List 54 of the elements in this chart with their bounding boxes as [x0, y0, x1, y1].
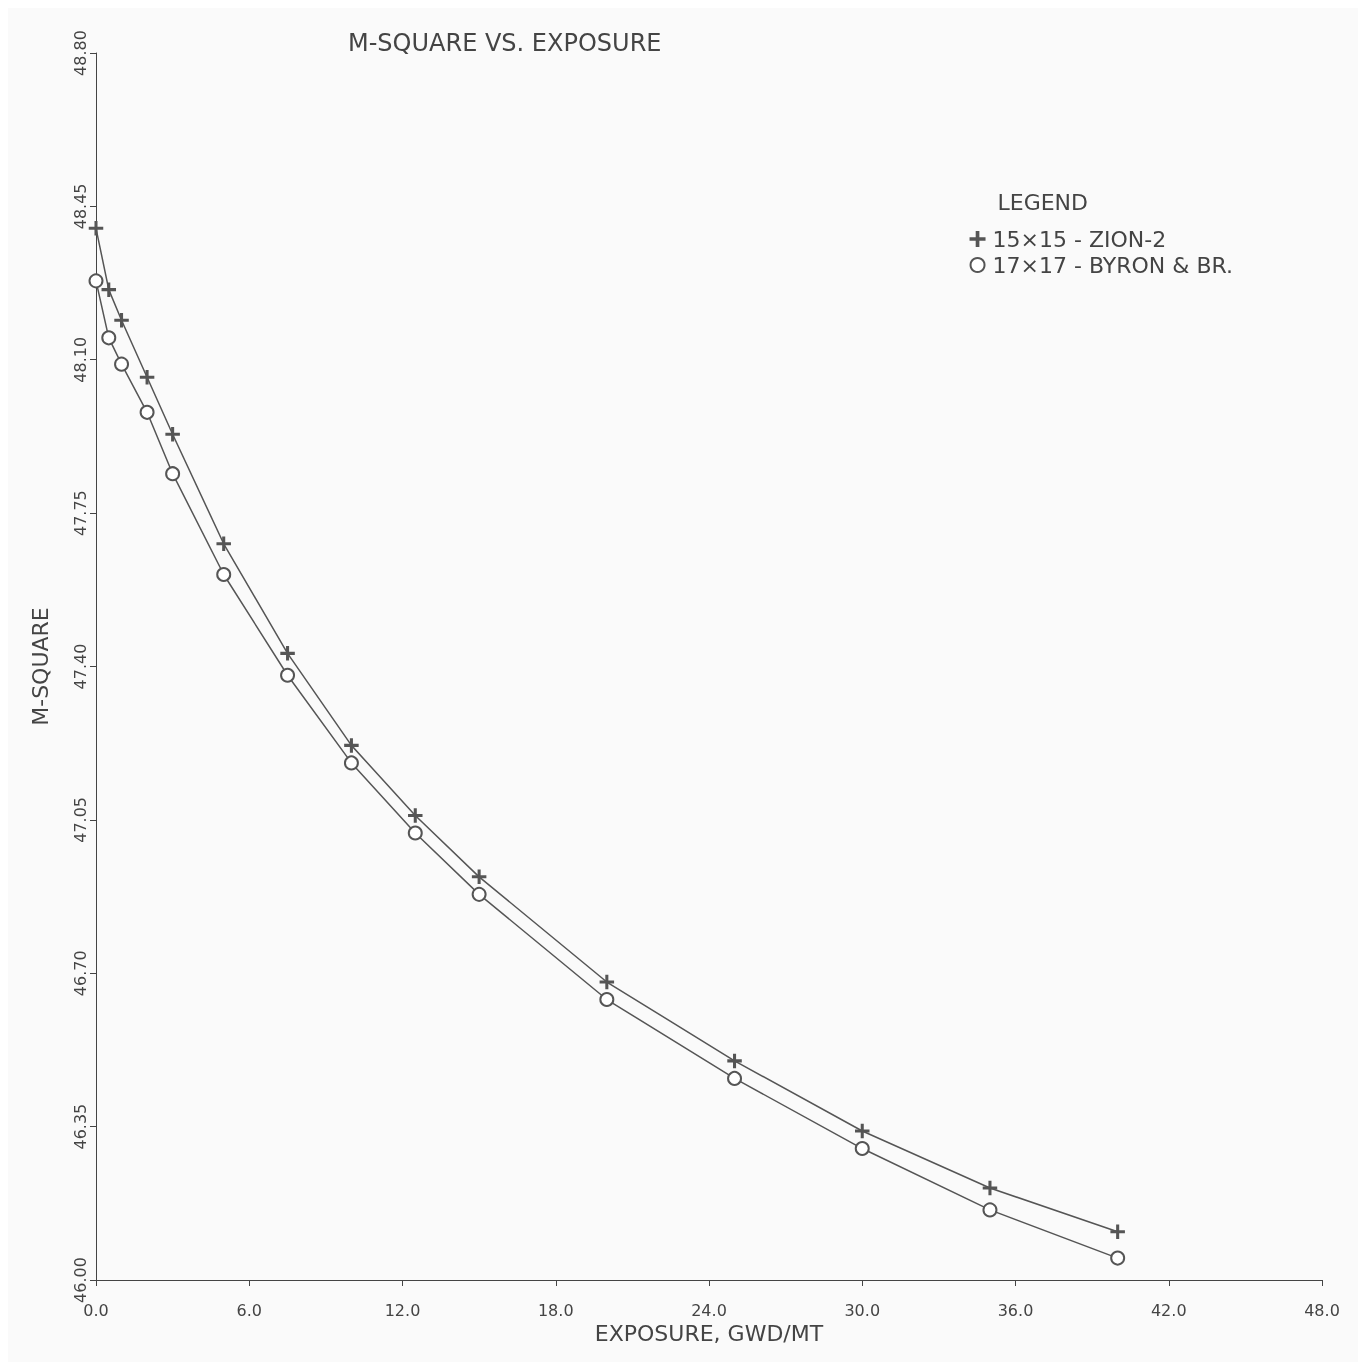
y-tick-label: 47.40 [70, 643, 90, 690]
x-tick-label: 12.0 [384, 1300, 421, 1320]
point [88, 221, 104, 236]
point [114, 356, 130, 372]
point [407, 825, 423, 841]
point [1110, 1250, 1126, 1266]
point [165, 427, 180, 442]
x-tick-label: 42.0 [1150, 1300, 1187, 1320]
point [471, 886, 487, 902]
point [101, 282, 117, 297]
x-tick-label: 48.0 [1304, 1300, 1340, 1320]
point [344, 738, 359, 753]
point [982, 1180, 998, 1196]
point [854, 1141, 870, 1157]
y-tick-label: 46.00 [70, 1257, 90, 1303]
point [280, 667, 296, 683]
point [88, 273, 104, 289]
x-axis-title: EXPOSURE, GWD/MT [594, 1321, 824, 1347]
point [165, 466, 181, 482]
x-tick-label: 30.0 [844, 1300, 881, 1320]
point [216, 566, 232, 582]
point [599, 974, 615, 990]
point [855, 1123, 870, 1139]
legend-label: 15×15 - ZION-2 [992, 226, 1167, 252]
y-tick-label: 46.70 [70, 950, 90, 997]
y-tick-label: 48.45 [70, 183, 90, 230]
point [727, 1070, 743, 1086]
point [408, 808, 423, 823]
point [727, 1053, 742, 1069]
y-tick-label: 47.75 [70, 490, 90, 537]
x-tick-label: 0.0 [83, 1300, 109, 1320]
x-tick-label: 36.0 [997, 1300, 1034, 1320]
point [1110, 1224, 1125, 1240]
point [471, 869, 487, 885]
legend-label: 17×17 - BYRON & BR. [992, 252, 1233, 278]
x-tick-label: 6.0 [236, 1300, 262, 1320]
y-tick-label: 48.10 [70, 336, 90, 383]
point [216, 536, 231, 552]
point [280, 646, 295, 661]
point [982, 1202, 998, 1218]
legend-title: LEGEND [997, 189, 1089, 215]
y-tick-label: 46.35 [70, 1103, 90, 1150]
y-axis-title: M-SQUARE [27, 607, 53, 726]
x-tick-label: 18.0 [537, 1300, 574, 1320]
y-tick-label: 47.05 [70, 796, 90, 843]
point [139, 370, 155, 385]
point [114, 313, 129, 328]
x-tick-label: 24.0 [691, 1300, 727, 1320]
point [101, 330, 117, 346]
point [599, 992, 615, 1008]
point [139, 404, 155, 420]
y-tick-label: 48.80 [70, 30, 90, 76]
chart-title: M-SQUARE VS. EXPOSURE [348, 29, 662, 57]
point [343, 755, 359, 771]
